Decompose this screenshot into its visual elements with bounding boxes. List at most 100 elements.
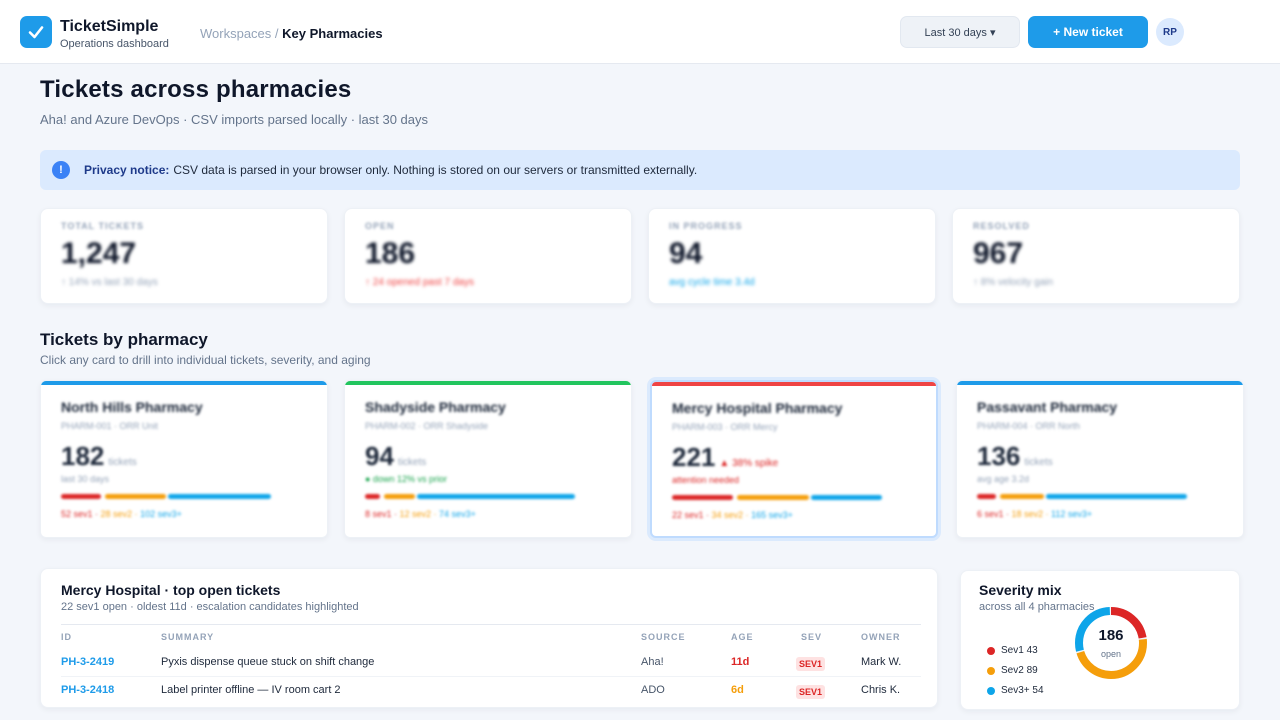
pharmacy-count-note: tickets: [108, 457, 137, 468]
severity-donut-chart: [1075, 607, 1147, 679]
kpi-note: ↑ 8% velocity gain: [973, 277, 1054, 288]
legend-dot: [987, 686, 995, 695]
severity-legend-item: 6 sev1 ·: [977, 509, 1012, 519]
severity-legend-item: 28 sev2 ·: [100, 509, 141, 519]
severity-bar-segment: [672, 495, 733, 500]
kpi-card-resolved[interactable]: RESOLVED 967 ↑ 8% velocity gain: [952, 208, 1240, 304]
notice-text: CSV data is parsed in your browser only.…: [173, 163, 698, 177]
column-header-source[interactable]: SOURCE: [641, 632, 686, 642]
column-header-age[interactable]: AGE: [731, 632, 754, 642]
severity-bar-segment: [383, 494, 416, 499]
ticket-owner: Chris K.: [861, 684, 901, 696]
kpi-label: OPEN: [365, 221, 395, 231]
severity-bar-segment: [61, 494, 101, 499]
ticket-id-link[interactable]: PH-3-2419: [61, 656, 115, 668]
legend-label: Sev2 89: [1001, 665, 1038, 676]
pharmacy-name: North Hills Pharmacy: [61, 399, 203, 415]
pharmacy-card[interactable]: Passavant Pharmacy PHARM-004 · ORR North 1…: [956, 380, 1244, 538]
donut-total: 186: [1098, 627, 1124, 644]
pharmacy-accent-bar: [41, 381, 327, 385]
divider: [61, 624, 921, 625]
pharmacy-note: ● down 12% vs prior: [365, 474, 447, 484]
kpi-label: RESOLVED: [973, 221, 1030, 231]
column-header-id[interactable]: ID: [61, 632, 72, 642]
severity-split-bar: [672, 495, 882, 500]
breadcrumb-root[interactable]: Workspaces /: [200, 26, 279, 41]
pharmacy-card[interactable]: Shadyside Pharmacy PHARM-002 · ORR Shadys…: [344, 380, 632, 538]
column-header-summary[interactable]: SUMMARY: [161, 632, 215, 642]
app-logo[interactable]: [20, 16, 52, 48]
pharmacy-ticket-count: 136: [977, 441, 1021, 471]
severity-legend: 52 sev1 · 28 sev2 · 102 sev3+: [61, 509, 307, 519]
section-subtitle: Click any card to drill into individual …: [40, 353, 371, 367]
app-subtitle: Operations dashboard: [60, 38, 169, 50]
pharmacy-ticket-count: 221: [672, 442, 716, 472]
info-icon: !: [52, 161, 70, 179]
pharmacy-ticket-count: 182: [61, 441, 105, 471]
panel-title: Severity mix: [979, 582, 1062, 598]
breadcrumb: Workspaces / Key Pharmacies: [200, 26, 383, 41]
pharmacy-meta: PHARM-003 · ORR Mercy: [672, 422, 778, 432]
kpi-card-open[interactable]: OPEN 186 ↑ 24 opened past 7 days: [344, 208, 632, 304]
pharmacy-count-note: tickets: [397, 457, 427, 468]
breadcrumb-current: Key Pharmacies: [282, 26, 383, 41]
severity-legend: 8 sev1 · 12 sev2 · 74 sev3+: [365, 509, 611, 519]
ticket-id-link[interactable]: PH-3-2418: [61, 684, 115, 696]
donut-total-label: open: [1100, 649, 1122, 659]
severity-bar-segment: [417, 494, 575, 499]
severity-legend-item: 165 sev3+: [751, 510, 793, 520]
pharmacy-accent-bar: [652, 382, 936, 386]
panel-title: Mercy Hospital · top open tickets: [61, 582, 281, 598]
user-avatar[interactable]: RP: [1156, 18, 1184, 46]
ticket-owner: Mark W.: [861, 656, 902, 668]
legend-dot: [987, 646, 995, 655]
pharmacy-card[interactable]: North Hills Pharmacy PHARM-001 · ORR Unit…: [40, 380, 328, 538]
donut-segment: [1075, 607, 1147, 679]
privacy-notice: ! Privacy notice: CSV data is parsed in …: [40, 150, 1240, 190]
donut-segment: [1075, 607, 1147, 679]
kpi-note: avg cycle time 3.4d: [669, 277, 755, 288]
pharmacy-card-body: North Hills Pharmacy PHARM-001 · ORR Unit…: [61, 399, 307, 527]
pharmacy-name: Shadyside Pharmacy: [365, 399, 506, 415]
kpi-note: ↑ 24 opened past 7 days: [365, 277, 474, 288]
ticket-summary[interactable]: Label printer offline — IV room cart 2: [161, 684, 341, 696]
pharmacy-meta: PHARM-004 · ORR North: [977, 421, 1081, 431]
legend-item-sev2: Sev2 89: [987, 665, 1038, 676]
pharmacy-ticket-count: 94: [365, 441, 394, 471]
pharmacy-card-body: Shadyside Pharmacy PHARM-002 · ORR Shadys…: [365, 399, 611, 527]
top-tickets-panel: Mercy Hospital · top open tickets 22 sev…: [40, 568, 938, 708]
kpi-card-in-progress[interactable]: IN PROGRESS 94 avg cycle time 3.4d: [648, 208, 936, 304]
severity-legend-item: 22 sev1 ·: [672, 510, 712, 520]
pharmacy-accent-bar: [345, 381, 631, 385]
severity-legend: 6 sev1 · 18 sev2 · 112 sev3+: [977, 509, 1223, 519]
severity-bar-segment: [105, 494, 166, 499]
pharmacy-note: avg age 3.2d: [977, 474, 1030, 484]
legend-item-sev3: Sev3+ 54: [987, 685, 1044, 696]
new-ticket-button[interactable]: + New ticket: [1028, 16, 1148, 48]
severity-badge: SEV1: [796, 657, 826, 671]
kpi-note: ↑ 14% vs last 30 days: [61, 277, 158, 288]
pharmacy-count-note: tickets: [1024, 457, 1053, 468]
severity-badge: SEV1: [796, 685, 826, 699]
date-range-dropdown[interactable]: Last 30 days ▾: [900, 16, 1020, 48]
kpi-card-total[interactable]: TOTAL TICKETS 1,247 ↑ 14% vs last 30 day…: [40, 208, 328, 304]
severity-legend-item: 112 sev3+: [1051, 509, 1093, 519]
column-header-owner[interactable]: OWNER: [861, 632, 901, 642]
severity-bar-segment: [1046, 494, 1187, 499]
severity-legend-item: 102 sev3+: [140, 509, 182, 519]
check-icon: [28, 26, 44, 39]
severity-legend-item: 8 sev1 ·: [365, 509, 400, 519]
ticket-summary[interactable]: Pyxis dispense queue stuck on shift chan…: [161, 656, 375, 668]
severity-legend: 22 sev1 · 34 sev2 · 165 sev3+: [672, 510, 916, 520]
pharmacy-note: attention needed: [672, 475, 740, 485]
panel-subtitle: 22 sev1 open · oldest 11d · escalation c…: [61, 601, 359, 613]
severity-legend-item: 34 sev2 ·: [711, 510, 752, 520]
column-header-sev[interactable]: SEV: [801, 632, 823, 642]
divider: [61, 676, 921, 677]
legend-dot: [987, 666, 995, 675]
notice-label: Privacy notice:: [84, 163, 170, 177]
legend-item-sev1: Sev1 43: [987, 645, 1038, 656]
pharmacy-card-selected[interactable]: Mercy Hospital Pharmacy PHARM-003 · ORR M…: [650, 380, 938, 538]
section-title: Tickets by pharmacy: [40, 330, 208, 349]
severity-bar-segment: [977, 494, 996, 499]
